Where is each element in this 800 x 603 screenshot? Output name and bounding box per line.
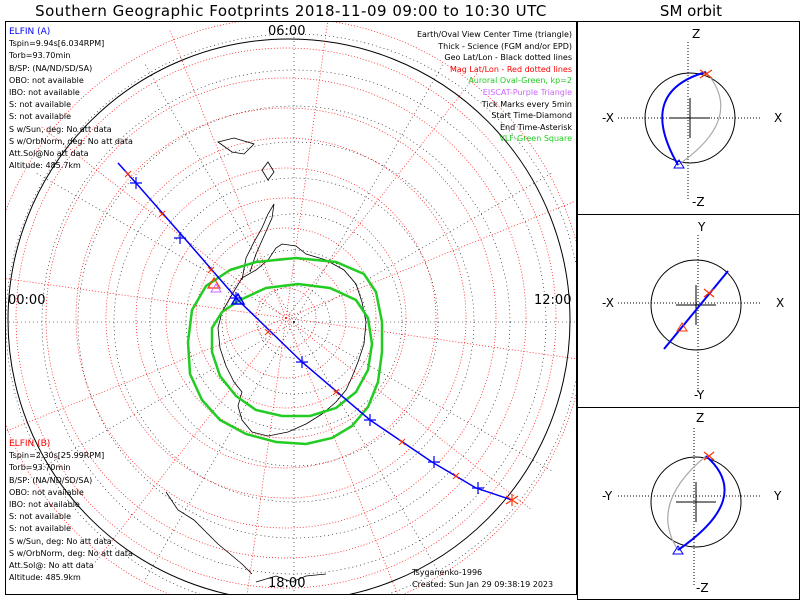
- elfin-a-tick-marks: [130, 177, 484, 494]
- elfin-a-line: Torb=93.70min: [9, 51, 71, 61]
- eiscat-triangle: [210, 283, 222, 293]
- sm-yz-left-label: -Y: [602, 489, 613, 503]
- tick-mark-b: [398, 438, 406, 446]
- footprint-map-panel: 06:00 00:00 12:00 18:00 ELFIN (A) Tspin=…: [5, 21, 577, 595]
- sm-xy-down-label: -Y: [694, 388, 705, 402]
- hour-label-bottom: 18:00: [268, 576, 306, 591]
- sm-orbit-panel-xz: Z -Z -X X: [577, 21, 800, 215]
- legend-item: Auroral Oval-Green, kp=2: [468, 76, 572, 86]
- tick-mark-a: [174, 232, 186, 244]
- tick-mark-b: [332, 388, 340, 396]
- antarctica-coastline: [165, 137, 367, 583]
- elfin-a-line: S: not available: [9, 112, 72, 122]
- sm-xz-right-label: X: [774, 111, 782, 125]
- model-label: Tsyganenko-1996: [412, 568, 483, 577]
- sm-xy-up-label: Y: [697, 220, 706, 234]
- elfin-b-line: S w/Sun, deg: No att data: [9, 536, 112, 546]
- sm-yz-down-label: -Z: [696, 581, 709, 595]
- sm-yz-up-label: Z: [696, 411, 704, 425]
- legend-item: Mag Lat/Lon - Red dotted lines: [449, 64, 572, 74]
- sm-xz-down-label: -Z: [692, 195, 705, 209]
- elfin-b-line: S: not available: [9, 524, 72, 534]
- elfin-b-line: Att.Sol@: No att data: [9, 561, 94, 571]
- legend-item: VLF-Green Square: [499, 134, 572, 144]
- mag-grid: [6, 22, 576, 594]
- elfin-a-track: [117, 162, 513, 501]
- sm-xy-right-label: X: [776, 296, 784, 310]
- elfin-a-line: Att.Sol@No att data: [9, 149, 89, 159]
- auroral-oval-outer: [186, 256, 384, 446]
- sm-orbit-title: SM orbit: [659, 2, 723, 20]
- sm-orbit-plot-xz: Z -Z -X X: [602, 27, 782, 209]
- legend-item: Thick - Science (FGM and/or EPD): [438, 41, 572, 51]
- tick-mark-b: [207, 266, 215, 274]
- tick-mark-a: [364, 414, 376, 426]
- hour-label-right: 12:00: [534, 293, 572, 308]
- tick-mark-a: [296, 356, 308, 368]
- elfin-b-line: S w/OrbNorm, deg: No att data: [9, 548, 133, 558]
- elfin-b-track: [117, 162, 513, 501]
- tick-mark-b: [124, 170, 132, 178]
- elfin-b-line: OBO: not available: [9, 487, 84, 497]
- sm-orbit-panel-yz: Z -Z -Y Y: [577, 407, 800, 600]
- elfin-b-line: Altitude: 485.9km: [9, 573, 81, 583]
- sm-yz-right-label: Y: [773, 489, 782, 503]
- elfin-b-line: Torb=93.70min: [9, 463, 71, 473]
- plot-title: Southern Geographic Footprints 2018-11-0…: [35, 2, 547, 20]
- elfin-a-line: Altitude: 485.7km: [9, 161, 81, 171]
- footprint-map: [6, 22, 576, 594]
- sm-orbit-plot-yz: Z -Z -Y Y: [602, 411, 782, 595]
- legend-item: Start Time-Diamond: [491, 111, 572, 121]
- elfin-b-line: IBO: not available: [9, 500, 80, 510]
- legend-item: Earth/Oval View Center Time (triangle): [416, 30, 572, 39]
- legend-item: EISCAT-Purple Triangle: [482, 87, 572, 97]
- sm-xz-up-label: Z: [692, 27, 700, 41]
- legend: Earth/Oval View Center Time (triangle) Th…: [417, 29, 572, 145]
- auroral-oval-inner: [210, 282, 374, 418]
- elfin-a-line: S: not available: [9, 100, 72, 110]
- tick-mark-a: [428, 456, 440, 468]
- tick-mark-a: [130, 177, 142, 189]
- elfin-a-line: IBO: not available: [9, 88, 80, 98]
- hour-label-top: 06:00: [268, 24, 306, 39]
- elfin-b-info: ELFIN (B) Tspin=2.30s[25.99RPM] Torb=93.…: [9, 438, 133, 584]
- elfin-b-line: S: not available: [9, 512, 72, 522]
- end-time-asterisk: [505, 494, 519, 506]
- elfin-a-line: S w/Sun, deg: No att data: [9, 124, 112, 134]
- tick-mark-b: [264, 328, 272, 336]
- sm-orbit-panel-xy: Y -Y -X X: [577, 214, 800, 408]
- elfin-a-header: ELFIN (A): [9, 27, 51, 37]
- elfin-a-info: ELFIN (A) Tspin=9.94s[6.034RPM] Torb=93.…: [9, 26, 133, 172]
- elfin-b-tick-marks: [124, 170, 460, 480]
- sm-orbit-plot-xy: Y -Y -X X: [602, 220, 784, 402]
- elfin-b-line: Tspin=2.30s[25.99RPM]: [9, 451, 105, 461]
- geo-grid: [6, 22, 576, 594]
- hour-label-left: 00:00: [8, 293, 46, 308]
- view-center-triangle-a: [230, 292, 246, 305]
- elfin-a-line: S w/OrbNorm, deg: No att data: [9, 136, 133, 146]
- auroral-oval: [186, 256, 384, 446]
- elfin-b-line: B/SP: (NA/ND/SD/SA): [9, 475, 93, 485]
- elfin-a-line: Tspin=9.94s[6.034RPM]: [9, 39, 105, 49]
- legend-item: End Time-Asterisk: [499, 122, 572, 132]
- legend-item: Tick Marks every 5min: [481, 99, 572, 109]
- sm-xy-left-label: -X: [602, 296, 614, 310]
- tick-mark-b: [452, 472, 460, 480]
- elfin-a-line: B/SP: (NA/ND/SD/SA): [9, 63, 93, 73]
- tick-mark-b: [158, 210, 166, 218]
- legend-item: Geo Lat/Lon - Black dotted lines: [444, 53, 572, 63]
- created-label: Created: Sun Jan 29 09:38:19 2023: [412, 580, 554, 589]
- tick-mark-a: [472, 482, 484, 494]
- sm-xz-left-label: -X: [602, 111, 614, 125]
- elfin-b-header: ELFIN (B): [9, 439, 51, 449]
- elfin-a-line: OBO: not available: [9, 75, 84, 85]
